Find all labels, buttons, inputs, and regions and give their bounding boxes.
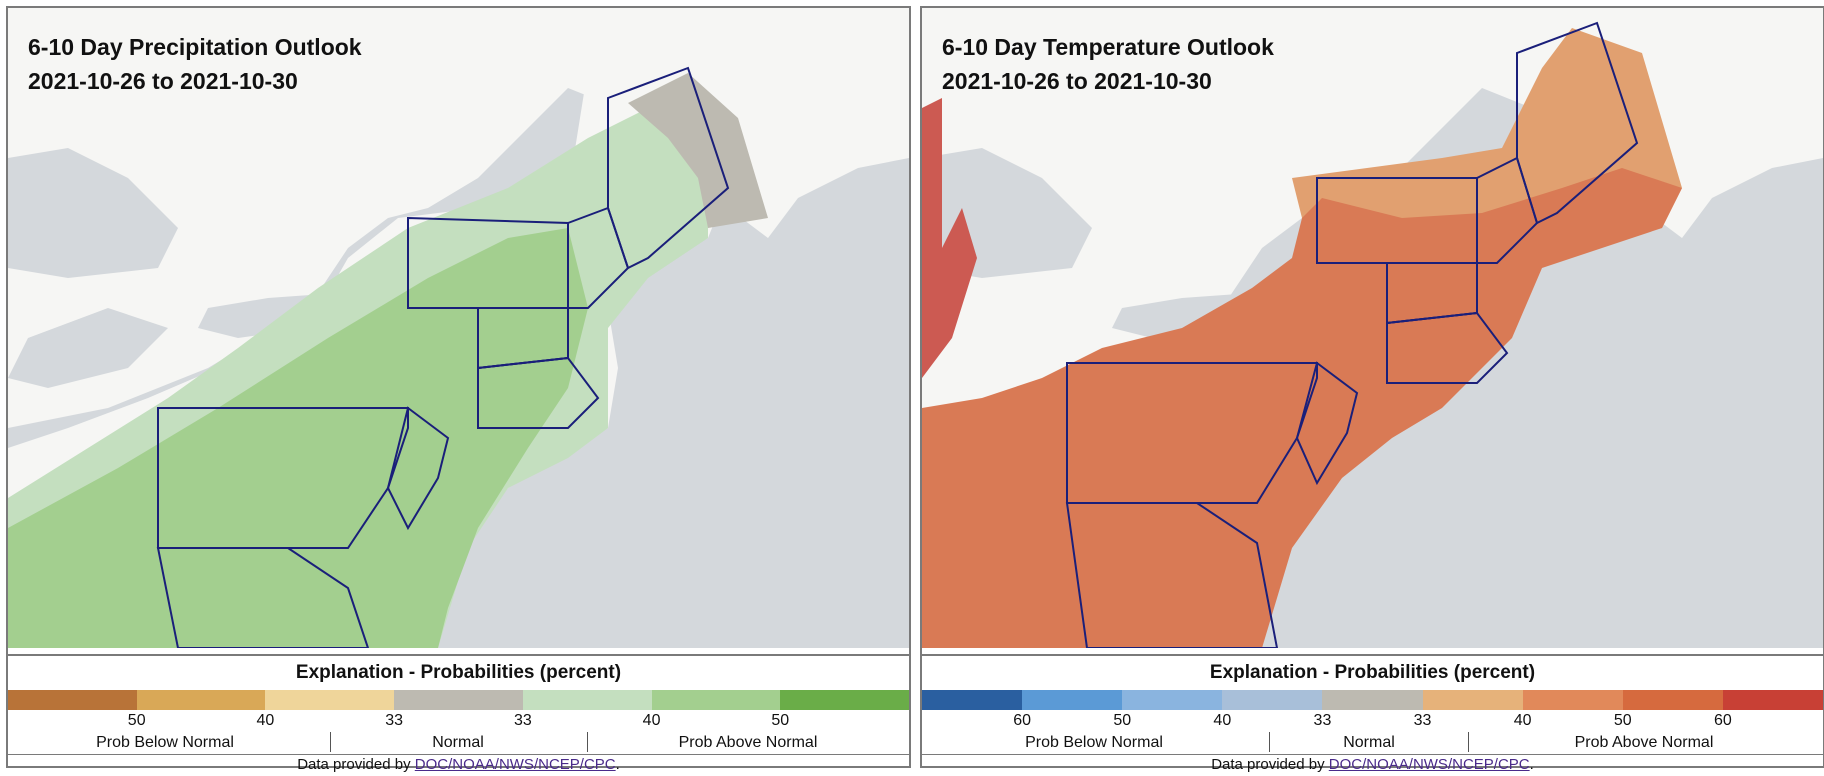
temp-swatch-0 bbox=[922, 690, 1023, 710]
temp-cat-above: Prob Above Normal bbox=[1574, 734, 1714, 751]
precip-normal-area bbox=[628, 73, 768, 228]
precip-ticks: 50 40 33 33 40 50 bbox=[8, 712, 909, 732]
precip-cat-below: Prob Below Normal bbox=[96, 734, 234, 751]
precip-swatch-5 bbox=[651, 690, 781, 710]
temp-map: 6-10 Day Temperature Outlook 2021-10-26 … bbox=[922, 8, 1823, 648]
lake-huron bbox=[8, 148, 178, 278]
precip-outlook-panel: 6-10 Day Precipitation Outlook 2021-10-2… bbox=[6, 6, 911, 773]
temp-swatch-8 bbox=[1722, 690, 1823, 710]
precip-map: 6-10 Day Precipitation Outlook 2021-10-2… bbox=[8, 8, 909, 648]
precip-tick-label: 40 bbox=[642, 712, 661, 729]
temp-credit: Data provided by DOC/NOAA/NWS/NCEP/CPC. bbox=[922, 754, 1823, 774]
temp-legend-title: Explanation - Probabilities (percent) bbox=[1209, 662, 1536, 683]
temp-tick-label: 40 bbox=[1213, 712, 1232, 729]
precip-swatch-0 bbox=[8, 690, 137, 710]
precip-legend: Explanation - Probabilities (percent) 50… bbox=[8, 654, 910, 773]
temp-map-svg bbox=[922, 8, 1823, 648]
temp-cat-below: Prob Below Normal bbox=[1025, 734, 1163, 751]
precip-map-svg bbox=[8, 8, 909, 648]
precip-tick-label: 33 bbox=[513, 712, 532, 729]
temp-tick-label: 40 bbox=[1513, 712, 1532, 729]
lake-erie bbox=[8, 308, 168, 388]
precip-cat-normal: Normal bbox=[432, 734, 484, 751]
precip-swatch-3 bbox=[394, 690, 523, 710]
precip-map-title: 6-10 Day Precipitation Outlook bbox=[28, 34, 362, 60]
precip-credit: Data provided by DOC/NOAA/NWS/NCEP/CPC. bbox=[8, 754, 909, 774]
temp-tick-label: 33 bbox=[1313, 712, 1332, 729]
temp-above-50-area bbox=[922, 168, 1682, 648]
temp-above-60-area bbox=[922, 98, 977, 378]
temp-credit-suffix: . bbox=[1529, 756, 1534, 773]
precip-swatch-4 bbox=[522, 690, 652, 710]
precip-categories: Prob Below Normal Normal Prob Above Norm… bbox=[8, 732, 909, 754]
temp-ticks: 60 50 40 33 33 40 50 60 bbox=[922, 712, 1823, 732]
temp-cat-normal: Normal bbox=[1343, 734, 1395, 751]
temp-swatch-4 bbox=[1322, 690, 1423, 710]
temp-tick-label: 60 bbox=[1013, 712, 1032, 729]
precip-swatch-2 bbox=[265, 690, 395, 710]
temp-outlook-panel: 6-10 Day Temperature Outlook 2021-10-26 … bbox=[920, 6, 1824, 773]
precip-cat-sep-1 bbox=[330, 732, 331, 752]
precip-credit-prefix: Data provided by bbox=[297, 756, 415, 773]
temp-swatch-2 bbox=[1122, 690, 1223, 710]
precip-color-bar bbox=[8, 690, 910, 710]
temp-swatch-6 bbox=[1522, 690, 1623, 710]
state-borders bbox=[1065, 21, 1639, 648]
precip-swatch-1 bbox=[136, 690, 266, 710]
precip-tick-label: 50 bbox=[127, 712, 146, 729]
temp-swatch-3 bbox=[1222, 690, 1323, 710]
precip-credit-suffix: . bbox=[615, 756, 620, 773]
state-borders bbox=[156, 66, 730, 648]
temp-credit-prefix: Data provided by bbox=[1211, 756, 1329, 773]
temp-legend: Explanation - Probabilities (percent) 60… bbox=[922, 654, 1823, 773]
temp-swatch-1 bbox=[1022, 690, 1123, 710]
temp-color-bar bbox=[922, 690, 1823, 710]
temp-swatch-5 bbox=[1422, 690, 1523, 710]
precip-swatch-6 bbox=[780, 690, 910, 710]
temp-map-title: 6-10 Day Temperature Outlook bbox=[942, 34, 1274, 60]
temp-swatch-7 bbox=[1622, 690, 1723, 710]
temp-credit-link[interactable]: DOC/NOAA/NWS/NCEP/CPC bbox=[1328, 756, 1530, 773]
temp-categories: Prob Below Normal Normal Prob Above Norm… bbox=[922, 732, 1823, 754]
temp-map-dates: 2021-10-26 to 2021-10-30 bbox=[942, 68, 1212, 94]
temp-tick-label: 50 bbox=[1613, 712, 1632, 729]
precip-tick-label: 40 bbox=[256, 712, 275, 729]
precip-map-dates: 2021-10-26 to 2021-10-30 bbox=[28, 68, 298, 94]
temp-tick-label: 50 bbox=[1113, 712, 1132, 729]
temp-cat-sep-2 bbox=[1468, 732, 1469, 752]
temp-tick-label: 33 bbox=[1413, 712, 1432, 729]
precip-credit-link[interactable]: DOC/NOAA/NWS/NCEP/CPC bbox=[414, 756, 616, 773]
precip-above-40-area bbox=[8, 228, 588, 648]
precip-cat-above: Prob Above Normal bbox=[678, 734, 818, 751]
precip-legend-title: Explanation - Probabilities (percent) bbox=[295, 662, 622, 683]
temp-cat-sep-1 bbox=[1269, 732, 1270, 752]
precip-tick-label: 33 bbox=[385, 712, 404, 729]
temp-tick-label: 60 bbox=[1713, 712, 1732, 729]
precip-tick-label: 50 bbox=[771, 712, 790, 729]
precip-cat-sep-2 bbox=[587, 732, 588, 752]
